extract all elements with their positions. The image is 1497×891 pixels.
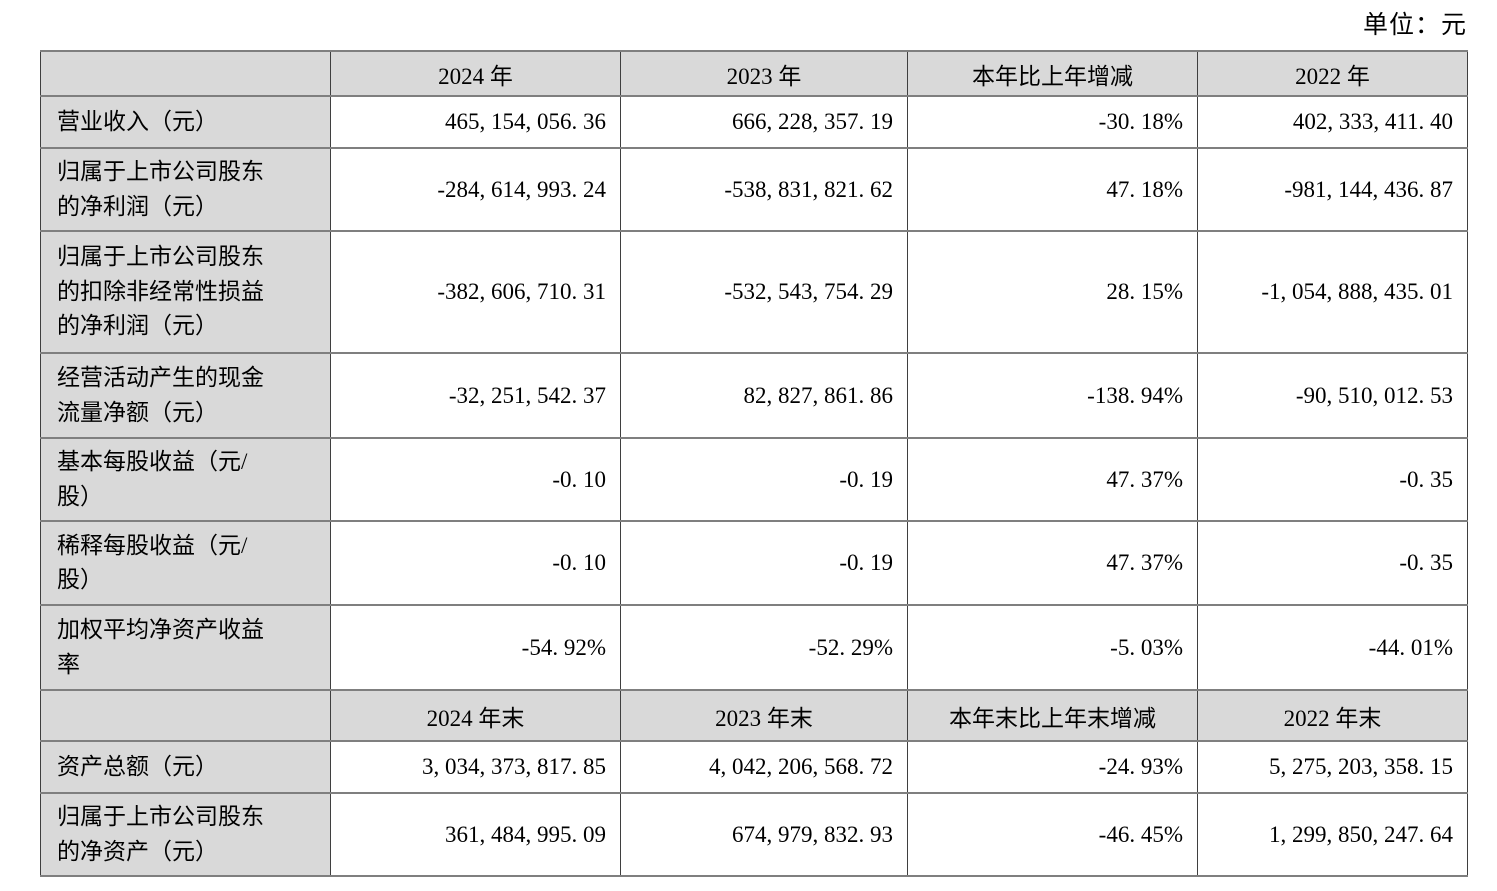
value-2023: -52. 29% bbox=[620, 604, 908, 691]
value-2022: -1, 054, 888, 435. 01 bbox=[1197, 230, 1468, 354]
value-2022: 5, 275, 203, 358. 15 bbox=[1197, 740, 1468, 794]
row-label: 归属于上市公司股东 的净利润（元） bbox=[40, 147, 331, 232]
value-2023: 82, 827, 861. 86 bbox=[620, 352, 908, 439]
value-2024: -0. 10 bbox=[330, 437, 621, 522]
value-change: 47. 37% bbox=[907, 520, 1198, 606]
table-row-weighted-avg-roe: 加权平均净资产收益 率 -54. 92% -52. 29% -5. 03% -4… bbox=[40, 604, 1468, 691]
value-change: 47. 37% bbox=[907, 437, 1198, 522]
value-2024: -284, 614, 993. 24 bbox=[330, 147, 621, 232]
value-change: -138. 94% bbox=[907, 352, 1198, 439]
header-row-annual: 2024 年 2023 年 本年比上年增减 2022 年 bbox=[40, 50, 1468, 97]
row-label: 归属于上市公司股东 的扣除非经常性损益 的净利润（元） bbox=[40, 230, 331, 354]
value-2022: -0. 35 bbox=[1197, 437, 1468, 522]
value-2023: 666, 228, 357. 19 bbox=[620, 95, 908, 149]
value-2022: 1, 299, 850, 247. 64 bbox=[1197, 792, 1468, 877]
table-row-operating-cash-flow: 经营活动产生的现金 流量净额（元） -32, 251, 542. 37 82, … bbox=[40, 352, 1468, 439]
header-yoy-change: 本年比上年增减 bbox=[907, 50, 1198, 97]
value-change: -30. 18% bbox=[907, 95, 1198, 149]
value-2024: -32, 251, 542. 37 bbox=[330, 352, 621, 439]
row-label: 经营活动产生的现金 流量净额（元） bbox=[40, 352, 331, 439]
header-row-yearend: 2024 年末 2023 年末 本年末比上年末增减 2022 年末 bbox=[40, 689, 1468, 742]
table-row-basic-eps: 基本每股收益（元/ 股） -0. 10 -0. 19 47. 37% -0. 3… bbox=[40, 437, 1468, 522]
table-row-net-profit: 归属于上市公司股东 的净利润（元） -284, 614, 993. 24 -53… bbox=[40, 147, 1468, 232]
value-2024: -0. 10 bbox=[330, 520, 621, 606]
row-label: 加权平均净资产收益 率 bbox=[40, 604, 331, 691]
value-2023: -0. 19 bbox=[620, 520, 908, 606]
table-row-total-assets: 资产总额（元） 3, 034, 373, 817. 85 4, 042, 206… bbox=[40, 740, 1468, 794]
value-change: -5. 03% bbox=[907, 604, 1198, 691]
header-2023-yearend: 2023 年末 bbox=[620, 689, 908, 742]
row-label: 资产总额（元） bbox=[40, 740, 331, 794]
row-label: 稀释每股收益（元/ 股） bbox=[40, 520, 331, 606]
financial-summary-table: 2024 年 2023 年 本年比上年增减 2022 年 营业收入（元） 465… bbox=[40, 50, 1468, 877]
value-2023: 674, 979, 832. 93 bbox=[620, 792, 908, 877]
table-row-net-assets: 归属于上市公司股东 的净资产（元） 361, 484, 995. 09 674,… bbox=[40, 792, 1468, 877]
row-label: 归属于上市公司股东 的净资产（元） bbox=[40, 792, 331, 877]
value-2023: 4, 042, 206, 568. 72 bbox=[620, 740, 908, 794]
value-2022: -44. 01% bbox=[1197, 604, 1468, 691]
value-2022: -0. 35 bbox=[1197, 520, 1468, 606]
value-2022: 402, 333, 411. 40 bbox=[1197, 95, 1468, 149]
header-2024: 2024 年 bbox=[330, 50, 621, 97]
header-2024-yearend: 2024 年末 bbox=[330, 689, 621, 742]
table-row-revenue: 营业收入（元） 465, 154, 056. 36 666, 228, 357.… bbox=[40, 95, 1468, 149]
value-2024: 361, 484, 995. 09 bbox=[330, 792, 621, 877]
header-blank-cell bbox=[40, 689, 331, 742]
header-2023: 2023 年 bbox=[620, 50, 908, 97]
unit-label: 单位：元 bbox=[1362, 12, 1467, 39]
value-change: -24. 93% bbox=[907, 740, 1198, 794]
table-row-diluted-eps: 稀释每股收益（元/ 股） -0. 10 -0. 19 47. 37% -0. 3… bbox=[40, 520, 1468, 606]
header-blank-cell bbox=[40, 50, 331, 97]
value-2023: -0. 19 bbox=[620, 437, 908, 522]
value-2023: -538, 831, 821. 62 bbox=[620, 147, 908, 232]
value-2024: 3, 034, 373, 817. 85 bbox=[330, 740, 621, 794]
header-2022: 2022 年 bbox=[1197, 50, 1468, 97]
table-row-net-profit-excl-nonrecurring: 归属于上市公司股东 的扣除非经常性损益 的净利润（元） -382, 606, 7… bbox=[40, 230, 1468, 354]
header-2022-yearend: 2022 年末 bbox=[1197, 689, 1468, 742]
value-2022: -90, 510, 012. 53 bbox=[1197, 352, 1468, 439]
row-label: 营业收入（元） bbox=[40, 95, 331, 149]
row-label: 基本每股收益（元/ 股） bbox=[40, 437, 331, 522]
value-change: 28. 15% bbox=[907, 230, 1198, 354]
value-2024: -382, 606, 710. 31 bbox=[330, 230, 621, 354]
value-2022: -981, 144, 436. 87 bbox=[1197, 147, 1468, 232]
value-change: -46. 45% bbox=[907, 792, 1198, 877]
value-change: 47. 18% bbox=[907, 147, 1198, 232]
header-yearend-change: 本年末比上年末增减 bbox=[907, 689, 1198, 742]
value-2024: -54. 92% bbox=[330, 604, 621, 691]
value-2023: -532, 543, 754. 29 bbox=[620, 230, 908, 354]
value-2024: 465, 154, 056. 36 bbox=[330, 95, 621, 149]
